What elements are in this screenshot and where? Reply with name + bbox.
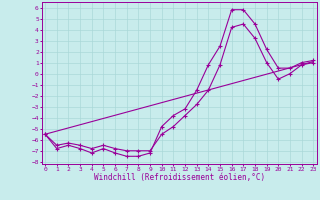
X-axis label: Windchill (Refroidissement éolien,°C): Windchill (Refroidissement éolien,°C): [94, 173, 265, 182]
